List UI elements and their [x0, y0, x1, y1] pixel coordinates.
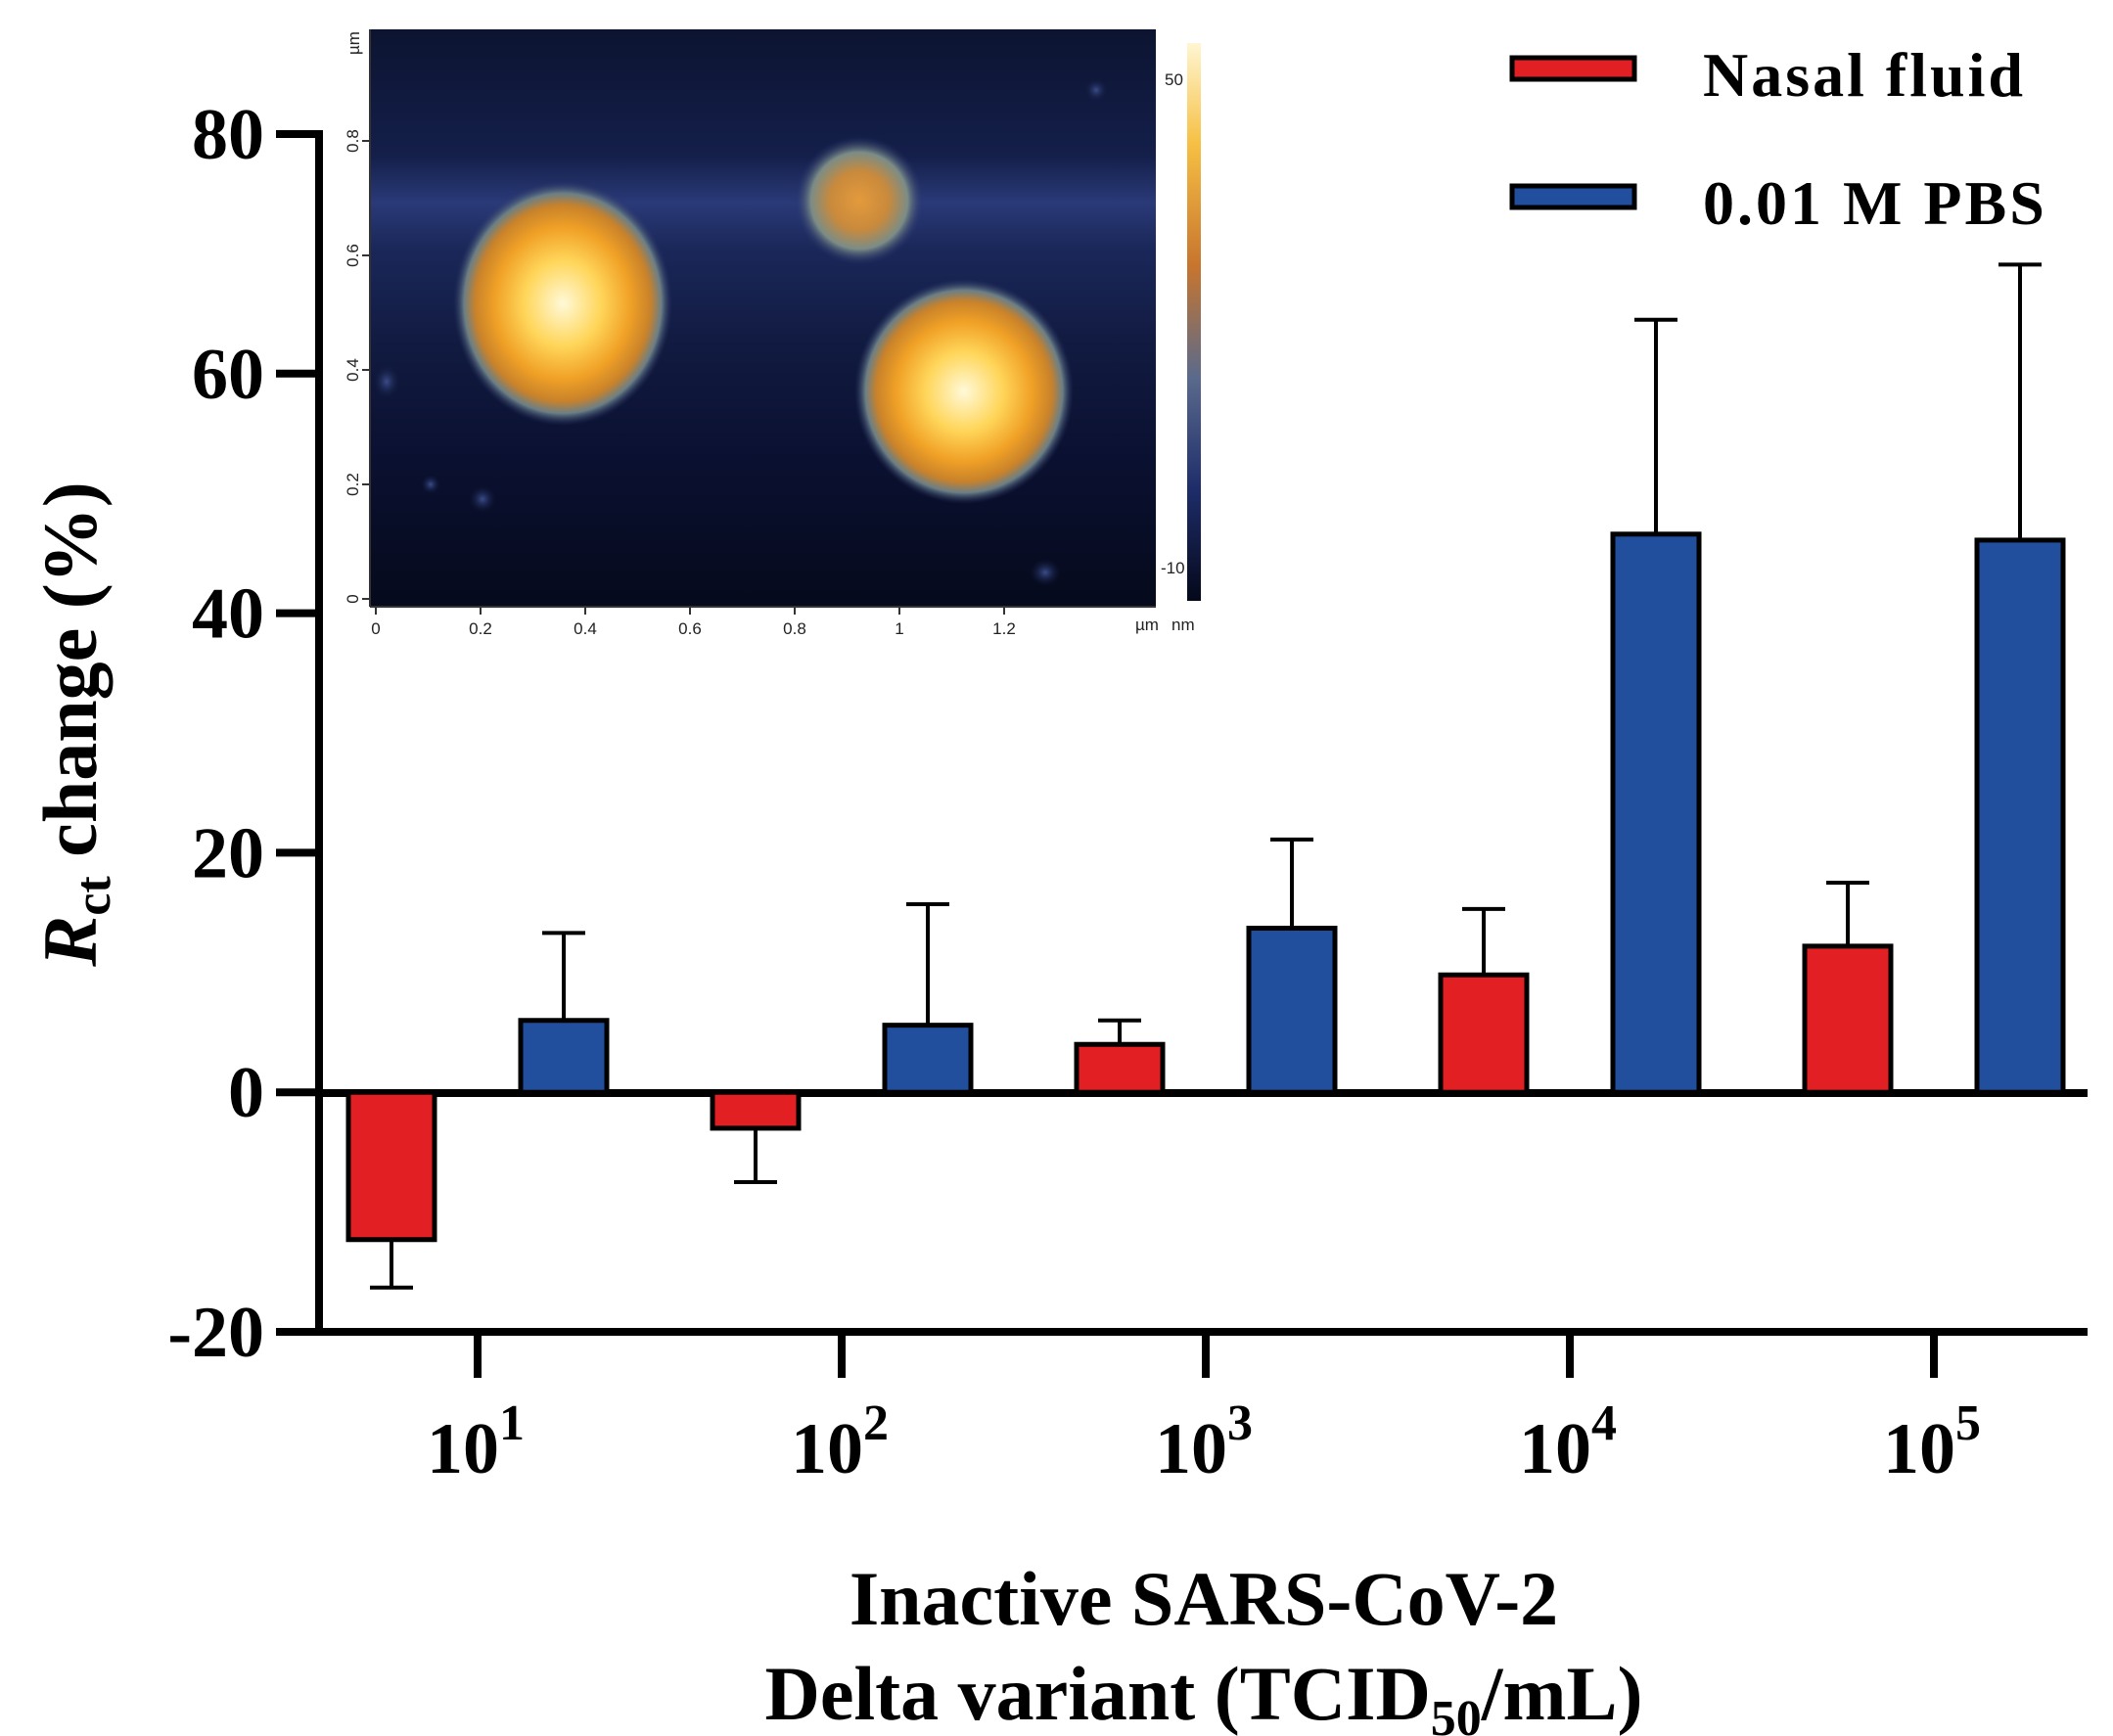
x-axis-title-line1: Inactive SARS-CoV-2: [850, 1556, 1558, 1641]
bar-nasal-fluid: [710, 1089, 802, 1131]
bar-nasal-fluid: [1438, 972, 1530, 1095]
y-tick-label: 0: [228, 1053, 264, 1133]
afm-colorbar: [1187, 43, 1201, 601]
afm-y-unit: µm: [345, 31, 363, 55]
afm-virus-particle-small: [795, 136, 924, 265]
afm-x-tick-label: 1.2: [992, 619, 1016, 638]
y-tick-label: 20: [192, 813, 264, 893]
bar-nasal-fluid: [1802, 943, 1894, 1095]
x-tick-label: 104: [1519, 1395, 1617, 1489]
afm-x-tick-label: 0.8: [783, 619, 806, 638]
y-axis-ticks: -20 0 20 40 60 80: [167, 95, 319, 1373]
x-axis-ticks: 101 102 103 104 105: [427, 1332, 1981, 1489]
bar-pbs: [1610, 531, 1702, 1095]
afm-virus-particle-large: [453, 181, 672, 426]
afm-x-tick-label: 0.2: [469, 619, 492, 638]
y-tick-label: 40: [192, 574, 264, 655]
afm-y-tick-label: 0.8: [344, 129, 362, 153]
afm-colorbar-unit: nm: [1171, 616, 1195, 634]
x-tick-label: 103: [1155, 1395, 1253, 1489]
afm-y-tick-label: 0: [344, 594, 362, 603]
afm-colorbar-max: 50: [1165, 70, 1183, 89]
x-tick-label: 102: [791, 1395, 889, 1489]
bar-nasal-fluid: [345, 1089, 437, 1243]
afm-y-ticks: 0 0.2 0.4 0.6 0.8: [344, 129, 370, 604]
afm-y-tick-label: 0.4: [344, 358, 362, 382]
y-tick-label: -20: [167, 1293, 264, 1373]
bar-pbs: [1246, 926, 1338, 1095]
bar-pbs: [882, 1023, 974, 1095]
legend-label-pbs: 0.01 M PBS: [1703, 168, 2047, 238]
bar-nasal-fluid: [1074, 1041, 1166, 1095]
bar-pbs: [518, 1018, 610, 1095]
afm-y-tick-label: 0.2: [344, 473, 362, 496]
x-tick-label: 105: [1883, 1395, 1981, 1489]
legend-label-nasal-fluid: Nasal fluid: [1703, 40, 2026, 110]
y-tick-label: 60: [192, 335, 264, 415]
y-tick-label: 80: [192, 95, 264, 175]
afm-speck: [373, 364, 400, 399]
bar-pbs: [1974, 537, 2066, 1095]
legend-swatch-nasal-fluid: [1509, 55, 1637, 82]
afm-y-tick-label: 0.6: [344, 244, 362, 267]
afm-x-tick-label: 1: [895, 619, 903, 638]
x-tick-label: 101: [427, 1395, 525, 1489]
afm-virus-particle-large: [854, 279, 1074, 504]
afm-speck: [421, 475, 440, 494]
afm-speck: [1084, 78, 1108, 102]
bar-series: [345, 262, 2066, 1290]
legend-swatch-pbs: [1509, 183, 1637, 210]
afm-speck: [469, 485, 496, 513]
afm-x-tick-label: 0: [371, 619, 380, 638]
afm-colorbar-min: -10: [1161, 559, 1185, 577]
afm-x-ticks: 0 0.2 0.4 0.6 0.8 1 1.2: [371, 607, 1016, 638]
legend: Nasal fluid 0.01 M PBS: [1509, 40, 2047, 238]
afm-inset: 0 0.2 0.4 0.6 0.8 1 1.2 0 0.2 0.4 0.6 0.8 µm µm 50…: [344, 29, 1201, 638]
afm-x-tick-label: 0.4: [574, 619, 597, 638]
afm-x-unit: µm: [1135, 616, 1159, 634]
afm-x-tick-label: 0.6: [678, 619, 702, 638]
afm-speck: [1030, 559, 1061, 586]
x-axis-title-line2: Delta variant (TCID50/mL): [765, 1651, 1643, 1736]
y-axis-title: Rct change (%): [27, 481, 121, 967]
